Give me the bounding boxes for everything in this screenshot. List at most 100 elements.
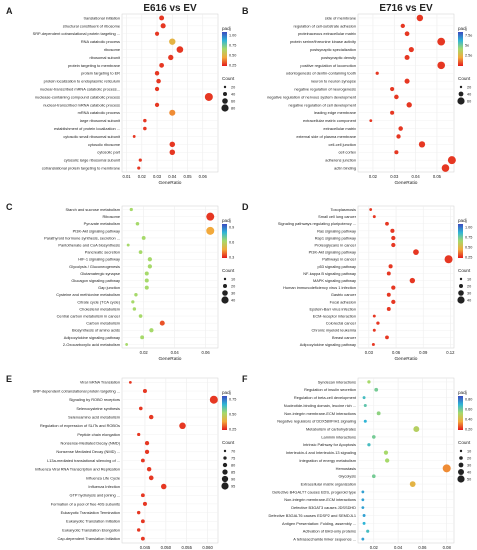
y-tick-label: Viral mRNA Translation: [80, 380, 120, 385]
y-tick-label: Negative regulators of DDX58/IFIH1 signa…: [277, 419, 356, 424]
legend-size-dot: [222, 469, 228, 475]
data-point: [134, 293, 138, 297]
legend-size-dot: [223, 277, 227, 281]
panel-letter: B: [242, 6, 249, 16]
data-point: [375, 71, 379, 75]
data-point: [367, 380, 371, 384]
legend-colorbar: [458, 32, 463, 66]
y-tick-label: Eukaryotic Translation Elongation: [62, 527, 120, 532]
data-point: [388, 264, 393, 269]
data-point: [413, 249, 419, 256]
data-point: [361, 490, 365, 494]
y-tick-label: MAPK signaling pathway: [313, 278, 356, 283]
legend-size-dot: [223, 284, 227, 288]
legend-size-tick: 20: [467, 85, 471, 89]
legend-size-title: Count: [458, 76, 471, 81]
y-tick-label: Biosynthesis of amino acids: [72, 328, 120, 333]
y-tick-label: establishment of protein localization ..…: [54, 126, 120, 131]
y-tick-label: extracellular matrix: [323, 126, 356, 131]
legend-color-title: padj: [458, 218, 467, 223]
legend-color-tick: 0.25: [465, 255, 472, 259]
y-tick-label: Gap junction: [98, 285, 120, 290]
data-point: [140, 536, 145, 541]
data-point: [138, 314, 143, 318]
legend-size-tick: 70: [231, 449, 235, 453]
panel-d: D 0.03 0.06 0.09 0.12 Toxoplasmosis Small cell…: [242, 202, 472, 362]
data-point: [137, 432, 141, 437]
x-tick-label: 0.03: [365, 350, 374, 355]
y-tick-label: Parathyroid hormone synthesis, secretion…: [44, 235, 120, 240]
y-tick-label: Influenza Viral RNA Transcription and Re…: [35, 467, 120, 472]
x-tick-label: 0.05: [433, 174, 442, 179]
y-tick-label: Defective B4GALT7 causes EDS, progeroid …: [272, 489, 356, 494]
y-tick-label: Adipocytokine signaling pathway: [300, 342, 356, 347]
legend-size-dot: [221, 296, 229, 304]
data-point: [391, 285, 396, 290]
data-point: [154, 102, 160, 107]
x-tick-label: 0.05: [183, 174, 192, 179]
panel-letter: C: [6, 202, 13, 212]
data-point: [159, 15, 165, 21]
data-point: [137, 166, 141, 170]
legend-color-title: padj: [458, 26, 467, 31]
legend-size-dot: [459, 449, 463, 453]
y-tick-label: Pathways in cancer: [322, 257, 356, 262]
data-point: [179, 422, 186, 430]
data-point: [372, 215, 376, 219]
y-tick-label: positive regulation of locomotion: [300, 63, 356, 68]
data-point: [132, 307, 137, 311]
legend-size-dot: [459, 85, 463, 89]
data-point: [126, 243, 130, 247]
legend-size-tick: 75: [231, 456, 235, 460]
data-point: [386, 306, 391, 311]
y-tick-label: Glycolysis: [338, 474, 356, 479]
legend-color-tick: 2.5e: [465, 53, 472, 57]
data-point: [138, 158, 142, 162]
x-tick-label: 0.06: [199, 174, 208, 179]
y-tick-label: proteinaceous extracellular matrix: [298, 31, 356, 36]
data-point: [206, 226, 215, 235]
legend-size-dot: [223, 92, 227, 96]
legend-size-dot: [223, 449, 227, 453]
legend-size-title: Count: [458, 440, 471, 445]
plot-area: [121, 13, 219, 173]
data-point: [144, 278, 149, 283]
y-tick-label: Breast cancer: [332, 335, 357, 340]
data-point: [144, 441, 150, 446]
y-tick-label: Hemostasis: [336, 466, 356, 471]
data-point: [132, 135, 136, 138]
y-tick-label: Human immunodeficiency virus 1 infection: [283, 285, 356, 290]
data-point: [141, 236, 146, 240]
data-point: [394, 150, 399, 155]
legend-size-tick: 40: [467, 92, 471, 96]
y-tick-label: Eukaryotic Translation Initiation: [66, 519, 120, 524]
y-tick-label: A tetrasaccharide linker sequence ...: [293, 536, 356, 541]
y-tick-label: L13a-mediated translational silencing of…: [47, 458, 120, 463]
legend-size-tick: 85: [231, 470, 235, 474]
y-tick-label: Peptide chain elongation: [77, 432, 120, 437]
legend-color-tick: 0.25: [229, 427, 236, 431]
y-tick-label: adherens junction: [325, 158, 356, 163]
data-point: [376, 321, 380, 325]
x-tick-label: 0.03: [390, 174, 399, 179]
legend-size-dot: [457, 475, 465, 483]
data-point: [156, 78, 161, 84]
y-tick-label: Pantothenate and CoA biosynthesis: [58, 242, 120, 247]
y-tick-label: Selenoamino acid metabolism: [68, 414, 120, 419]
y-tick-label: Glucagon signaling pathway: [71, 278, 120, 283]
y-tick-label: Regulation of insulin secretion: [304, 387, 356, 392]
y-tick-label: Glutamatergic synapse: [80, 271, 120, 276]
y-tick-label: HIF-1 signaling pathway: [78, 257, 120, 262]
x-tick-label: 0.06: [418, 545, 427, 550]
y-tick-label: mRNA catabolic process: [78, 110, 120, 115]
data-point: [404, 54, 410, 60]
legend-size-dot: [459, 277, 463, 281]
legend-size-dot: [223, 85, 227, 89]
data-point: [416, 14, 424, 22]
legend-size-tick: 20: [467, 456, 471, 460]
legend-size-dot: [221, 104, 229, 112]
legend-size-tick: 20: [467, 284, 471, 288]
legend-color-title: padj: [222, 390, 231, 395]
legend-size-tick: 30: [467, 463, 471, 467]
